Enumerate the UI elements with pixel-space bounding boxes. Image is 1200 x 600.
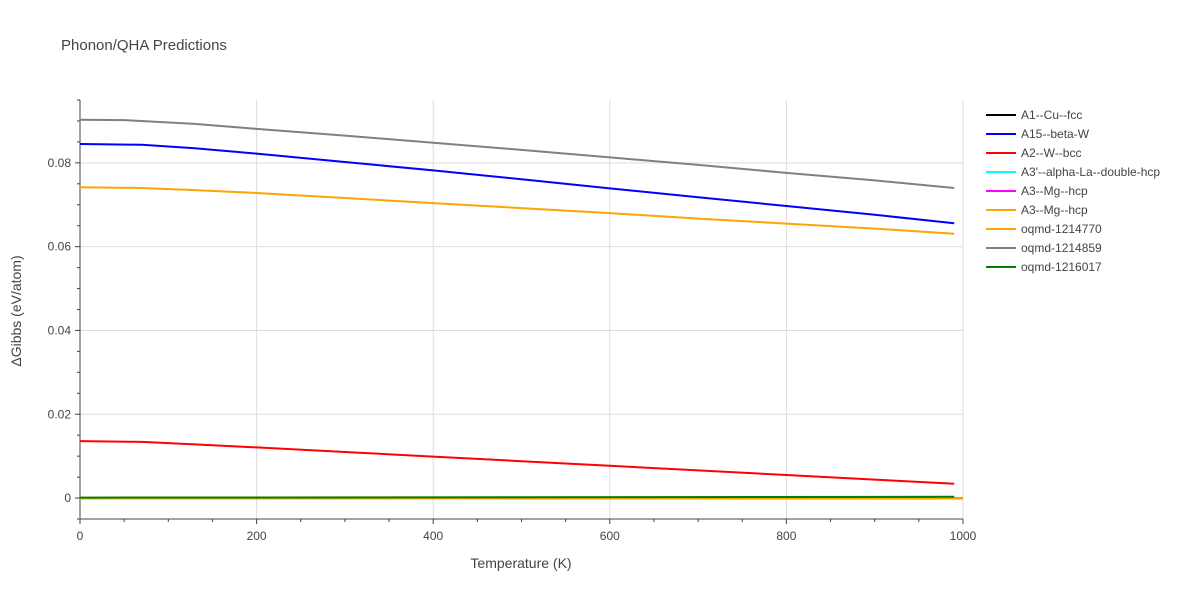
- legend-label: oqmd-1216017: [1021, 260, 1102, 274]
- legend-label: A3'--alpha-La--double-hcp: [1021, 165, 1160, 179]
- series-line-7: [79, 186, 955, 235]
- legend-item[interactable]: oqmd-1216017: [986, 260, 1102, 274]
- y-tick-label: 0.04: [48, 323, 72, 337]
- series-line-8: [79, 118, 955, 189]
- legend-item[interactable]: A2--W--bcc: [986, 146, 1081, 160]
- x-tick-label: 0: [77, 529, 84, 543]
- legend-item[interactable]: A1--Cu--fcc: [986, 108, 1082, 122]
- x-tick-label: 400: [423, 529, 443, 543]
- x-tick-label: 800: [776, 529, 796, 543]
- chart-title: Phonon/QHA Predictions: [61, 37, 227, 54]
- legend-item[interactable]: A3--Mg--hcp: [986, 184, 1088, 198]
- y-tick-label: 0.06: [48, 240, 72, 254]
- legend-label: A3--Mg--hcp: [1021, 203, 1088, 217]
- x-tick-label: 1000: [950, 529, 977, 543]
- legend-item[interactable]: oqmd-1214859: [986, 241, 1102, 255]
- y-tick-label: 0: [64, 491, 71, 505]
- axes: 0 200 400 600 800 1000 0 0.02 0.04 0.06 0.08: [48, 99, 977, 543]
- legend-label: oqmd-1214859: [1021, 241, 1102, 255]
- series-lines: [79, 118, 963, 500]
- legend[interactable]: A1--Cu--fcc A15--beta-W A2--W--bcc A3'--alp…: [986, 108, 1160, 274]
- x-axis-title: Temperature (K): [470, 555, 571, 571]
- legend-label: oqmd-1214770: [1021, 222, 1102, 236]
- series-line-2: [79, 143, 955, 225]
- legend-label: A1--Cu--fcc: [1021, 108, 1082, 122]
- legend-label: A2--W--bcc: [1021, 146, 1081, 160]
- y-tick-label: 0.08: [48, 156, 72, 170]
- legend-label: A15--beta-W: [1021, 127, 1090, 141]
- legend-item[interactable]: A3--Mg--hcp: [986, 203, 1088, 217]
- x-tick-label: 600: [600, 529, 620, 543]
- legend-item[interactable]: A15--beta-W: [986, 127, 1090, 141]
- series-line-9: [79, 495, 955, 499]
- y-tick-label: 0.02: [48, 407, 72, 421]
- legend-label: A3--Mg--hcp: [1021, 184, 1088, 198]
- y-axis-title: ΔGibbs (eV/atom): [8, 255, 24, 366]
- grid: [80, 100, 964, 519]
- legend-item[interactable]: A3'--alpha-La--double-hcp: [986, 165, 1160, 179]
- series-line-3: [79, 440, 955, 485]
- legend-item[interactable]: oqmd-1214770: [986, 222, 1102, 236]
- x-tick-label: 200: [247, 529, 267, 543]
